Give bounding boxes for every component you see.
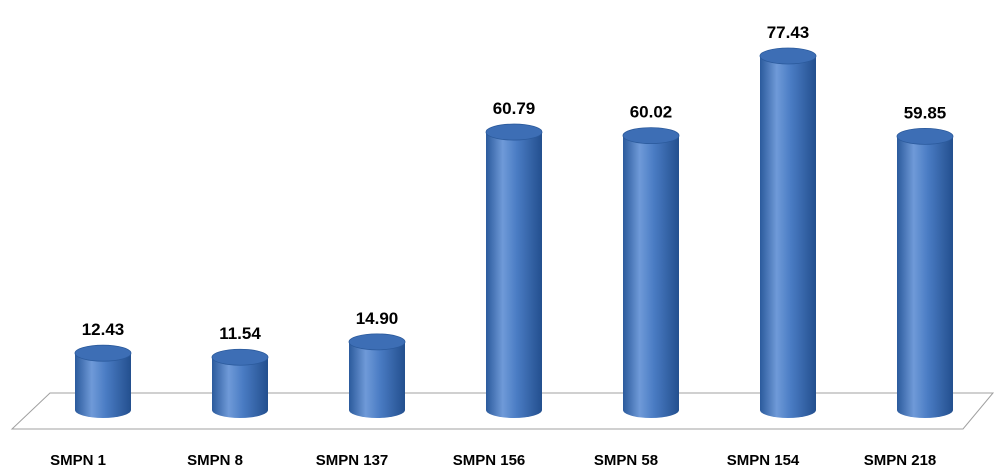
value-label: 77.43 (767, 23, 810, 42)
category-label: SMPN 1 (50, 452, 106, 469)
value-label: 60.02 (630, 103, 673, 122)
bar-top (211, 348, 269, 366)
bar-top (622, 127, 680, 144)
value-label: 12.43 (82, 320, 125, 339)
category-label: SMPN 218 (864, 452, 937, 469)
bar-top (348, 333, 406, 351)
bar-body (623, 135, 679, 418)
bar-body (212, 357, 268, 418)
bar (485, 123, 543, 419)
bar-body (760, 56, 816, 418)
bar (348, 333, 406, 418)
category-labels-group: SMPN 1 SMPN 8 SMPN 137 SMPN 156 SMPN 58 SMPN … (50, 452, 936, 469)
value-label: 59.85 (904, 103, 947, 122)
bar (211, 348, 269, 418)
bar (622, 127, 680, 418)
bar-body (349, 341, 405, 418)
bar-top (485, 123, 543, 141)
bar-top (759, 47, 817, 65)
category-label: SMPN 156 (453, 452, 526, 469)
bar-top (74, 344, 132, 362)
category-label: SMPN 58 (594, 452, 658, 469)
bars-group (74, 47, 954, 419)
bar-body (486, 132, 542, 419)
category-label: SMPN 137 (316, 452, 389, 469)
value-labels-group: 12.43 11.54 14.90 60.79 60.02 77.43 59.85 (82, 23, 947, 343)
value-label: 11.54 (219, 324, 261, 343)
bar (759, 47, 817, 418)
bar-body (897, 136, 953, 418)
bar-top (896, 127, 954, 145)
bar-body (75, 353, 131, 418)
value-label: 60.79 (493, 99, 536, 118)
category-label: SMPN 154 (727, 452, 800, 469)
bar (74, 344, 132, 418)
category-label: SMPN 8 (187, 452, 243, 469)
bar (896, 127, 954, 418)
value-label: 14.90 (356, 309, 399, 328)
